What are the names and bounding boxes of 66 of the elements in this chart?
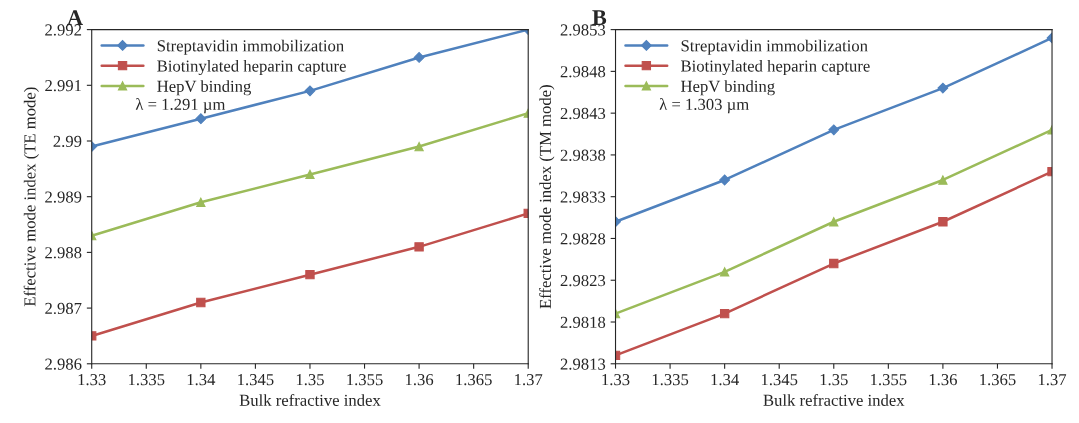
y-tick-label: 2.9823 [560,274,606,287]
x-tick-label: 1.335 [128,374,165,386]
point [304,85,316,97]
x-tick-label: 1.335 [652,374,689,386]
point [829,258,839,269]
point [414,242,424,252]
point [305,169,315,180]
y-tick-label: 2.99 [53,135,82,148]
x-tick-label: 1.37 [515,374,543,386]
x-tick-label: 1.345 [238,374,274,386]
point [413,52,425,63]
y-tick-label: 2.9838 [560,149,606,161]
y-tick-label: 2.9843 [560,107,606,120]
x-tick-label: 1.365 [456,374,492,386]
point [719,267,730,277]
y-tick-label: 2.987 [45,302,82,315]
x-tick-label: 1.36 [929,374,957,386]
point [195,113,207,125]
x-tick-label: 1.34 [711,374,739,386]
y-tick-label: 2.9818 [560,316,606,329]
chart-title: B [592,10,607,25]
x-tick-label: 1.33 [78,374,106,386]
point [937,82,949,94]
x-tick-label: 1.37 [1038,374,1067,386]
x-tick-label: 1.35 [820,374,848,386]
legend-label: Streptavidin immobilization [157,39,344,55]
y-tick-label: 2.9853 [560,24,606,36]
point [938,217,948,227]
point [938,175,948,185]
legend-label: Streptavidin immobilization [681,39,868,55]
x-tick-label: 1.34 [187,374,216,386]
y-axis-title: Effective mode index (TM mode) [539,85,555,309]
x-axis-title: Bulk refractive index [763,394,905,406]
x-tick-label: 1.365 [980,374,1016,386]
y-tick-label: 2.9833 [560,191,606,203]
y-axis-title: Effective mode index (TE mode) [23,87,39,307]
y-tick-label: 2.986 [45,358,82,370]
annotation: λ = 1.303 µm [659,98,749,114]
point [829,217,839,227]
annotation: λ = 1.291 µm [135,98,226,114]
legend-label: Biotinylated heparin capture [681,59,870,76]
x-axis-title: Bulk refractive index [239,394,381,406]
point [828,124,840,136]
y-tick-label: 2.9828 [560,233,606,245]
point [196,297,206,308]
x-tick-label: 1.35 [296,374,324,386]
point [719,174,731,186]
y-tick-label: 2.9848 [560,66,606,78]
x-tick-label: 1.36 [405,374,434,386]
y-tick-label: 2.9813 [560,358,606,370]
point [414,141,424,152]
legend-label: Biotinylated heparin capture [157,59,346,76]
y-tick-label: 2.989 [45,191,82,203]
x-tick-label: 1.355 [871,374,907,386]
x-tick-label: 1.345 [761,374,798,386]
y-tick-label: 2.988 [45,247,82,259]
y-tick-label: 2.991 [45,80,81,92]
chart-title: A [67,10,83,25]
point [305,269,315,280]
point [719,308,730,319]
y-tick-label: 2.992 [45,24,82,36]
x-tick-label: 1.355 [347,374,383,386]
legend-label: HepV binding [157,80,251,96]
point [196,197,206,207]
x-tick-label: 1.33 [602,374,630,386]
legend-label: HepV binding [681,80,775,96]
